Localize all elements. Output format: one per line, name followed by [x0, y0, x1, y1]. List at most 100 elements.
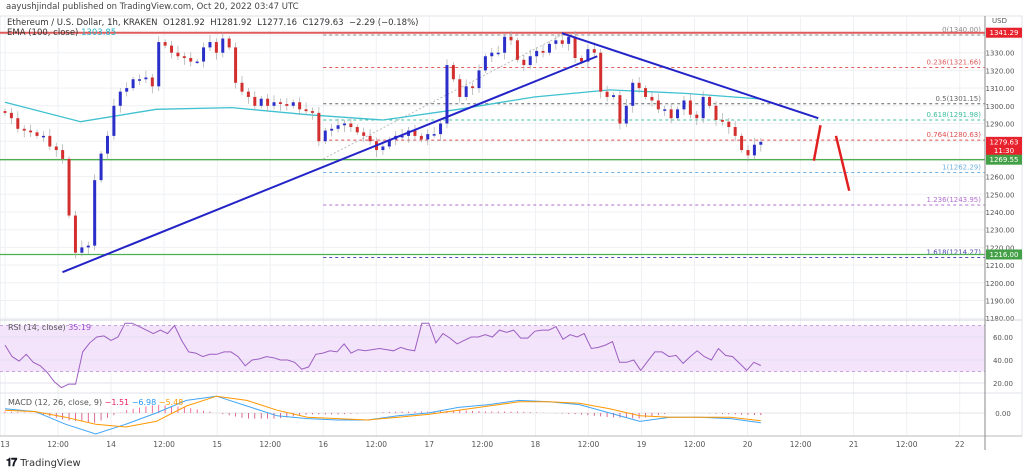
price-label-text: 1269.55	[990, 156, 1019, 164]
candle-down	[515, 40, 519, 60]
candle-up	[439, 123, 443, 135]
macd-signal-line	[4, 395, 761, 428]
candle-down	[9, 112, 13, 119]
candle-down	[54, 146, 58, 151]
candle-down	[644, 88, 648, 97]
candle-down	[349, 123, 353, 128]
candle-down	[298, 102, 302, 110]
candle-up	[138, 79, 142, 81]
candle-down	[720, 119, 724, 122]
candle-down	[656, 100, 660, 110]
x-tick-label: 12:00	[472, 440, 494, 449]
candle-down	[189, 58, 193, 62]
candle-up	[400, 135, 404, 138]
candle-up	[624, 105, 628, 124]
x-tick-label: 16	[318, 440, 328, 449]
candle-up	[631, 82, 635, 106]
candle-up	[112, 105, 116, 136]
candle-down	[266, 98, 270, 106]
candle-down	[304, 109, 308, 112]
macd-legend[interactable]: MACD (12, 26, close, 9) −1.51 −6.98 −5.4…	[8, 398, 183, 407]
candle-down	[67, 158, 71, 216]
candle-down	[458, 79, 462, 97]
candle-down	[714, 105, 718, 120]
ohlc-high: H1281.92	[210, 18, 252, 28]
candle-up	[483, 56, 487, 71]
candle-up	[381, 146, 385, 151]
candle-up	[323, 130, 327, 142]
candle-down	[22, 128, 26, 131]
price-label-support: 1216.00	[986, 249, 1022, 260]
candle-down	[176, 52, 180, 57]
y-tick-label: 1330.00	[986, 50, 1015, 58]
publisher-caption: aayushjindal published on TradingView.co…	[6, 2, 299, 12]
fib-level-label: 0.5(1301.15)	[935, 95, 981, 103]
trendline-resistance	[561, 32, 819, 120]
candle-up	[105, 135, 109, 154]
candle-down	[579, 58, 583, 62]
candle-down	[240, 82, 244, 92]
candle-up	[676, 109, 680, 119]
candle-down	[541, 50, 545, 53]
candle-down	[746, 150, 750, 156]
candle-up	[567, 36, 571, 44]
ema-value: 1303.85	[81, 28, 117, 38]
candle-down	[560, 40, 564, 44]
candle-down	[509, 36, 513, 41]
x-tick-label: 22	[955, 440, 965, 449]
candle-down	[592, 49, 596, 53]
ohlc-close: C1279.63	[302, 18, 344, 28]
candle-up	[464, 86, 468, 97]
candle-up	[144, 77, 148, 80]
axes: 13 12:00 14 12:00 15 12:00 16 12:00 17 12:00 18 12:…	[0, 16, 1022, 450]
candle-up	[554, 40, 558, 44]
candle-down	[355, 127, 359, 133]
brand-name: TradingView	[20, 457, 81, 469]
candle-down	[285, 104, 289, 106]
candle-up	[535, 50, 539, 57]
price-label-text: 1279.63	[990, 138, 1019, 146]
candle-down	[16, 118, 20, 129]
candle-up	[387, 139, 391, 147]
candle-down	[182, 56, 186, 59]
macd-line	[4, 395, 761, 435]
y-tick-label: 1200.00	[986, 280, 1015, 288]
symbol-legend: Ethereum / U.S. Dollar, 1h, KRAKEN O1281…	[7, 18, 418, 28]
y-tick-label: 1180.00	[986, 315, 1015, 323]
symbol-name: Ethereum / U.S. Dollar, 1h, KRAKEN	[7, 18, 158, 28]
tradingview-footer[interactable]: 𝟏𝟕 TradingView	[6, 456, 81, 470]
rsi-value: 35.19	[68, 323, 92, 332]
y-tick-label: 1310.00	[986, 85, 1015, 93]
candle-down	[695, 114, 699, 119]
x-tick-label: 12:00	[578, 440, 600, 449]
y-tick-label: 1190.00	[986, 298, 1015, 306]
ema-label: EMA (100, close)	[7, 28, 79, 38]
price-label-box	[986, 154, 1022, 165]
rsi-legend[interactable]: RSI (14, close) 35.19	[8, 323, 91, 332]
candle-down	[317, 112, 321, 142]
candle-down	[599, 52, 603, 92]
y-tick-label: 1260.00	[986, 174, 1015, 182]
rsi-tick-label: 20.00	[993, 380, 1013, 388]
candle-up	[99, 153, 103, 181]
candle-down	[413, 130, 417, 136]
fib-level-label: 1.236(1243.95)	[927, 196, 982, 204]
candle-down	[740, 135, 744, 151]
candle-up	[131, 79, 135, 89]
x-tick-label: 12:00	[259, 440, 281, 449]
ema-legend[interactable]: EMA (100, close) 1303.85	[7, 28, 116, 38]
candle-down	[246, 91, 250, 97]
fib-trend-line	[323, 34, 563, 160]
rsi-tick-label: 40.00	[993, 357, 1013, 365]
x-tick-label: 12:00	[153, 440, 175, 449]
candle-up	[426, 134, 430, 140]
candle-up	[208, 42, 212, 48]
candle-down	[61, 150, 65, 159]
candle-down	[29, 130, 33, 133]
candle-down	[688, 100, 692, 115]
tradingview-logo-icon: 𝟏𝟕	[6, 456, 17, 469]
price-label-box	[986, 249, 1022, 260]
ema-line	[4, 89, 761, 123]
candle-down	[573, 36, 577, 59]
